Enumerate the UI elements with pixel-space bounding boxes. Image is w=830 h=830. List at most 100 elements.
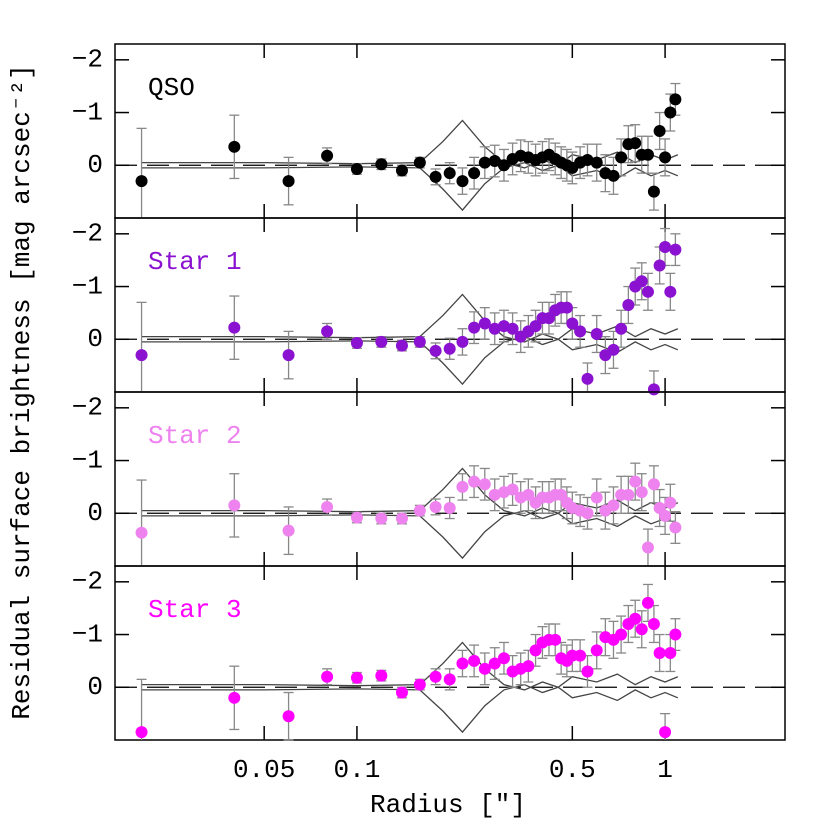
data-point <box>607 169 620 182</box>
data-point <box>669 93 682 106</box>
data-point <box>488 155 501 168</box>
data-point <box>395 686 408 699</box>
data-point <box>659 151 672 164</box>
data-point <box>653 259 666 272</box>
data-point <box>443 502 456 514</box>
data-point <box>350 511 363 524</box>
data-point <box>135 349 148 362</box>
data-point <box>468 654 481 667</box>
data-point <box>488 488 501 501</box>
y-tick-label: −2 <box>72 393 103 423</box>
data-point <box>350 336 363 349</box>
data-point <box>641 596 654 609</box>
data-point <box>635 275 648 288</box>
data-point <box>497 652 510 665</box>
data-point <box>669 521 682 534</box>
model-envelope <box>141 293 679 343</box>
data-point <box>664 647 677 659</box>
y-tick-label: 0 <box>87 150 103 180</box>
data-point <box>488 322 501 335</box>
data-point <box>429 344 442 357</box>
y-tick-label: −2 <box>72 219 103 249</box>
model-envelope <box>141 161 679 212</box>
data-point <box>581 372 594 385</box>
data-point <box>647 383 660 396</box>
data-point <box>574 325 587 338</box>
data-point <box>456 175 469 188</box>
data-point <box>135 526 148 539</box>
data-point <box>659 241 672 253</box>
data-point <box>647 618 660 630</box>
data-point <box>350 671 363 684</box>
data-point <box>615 628 628 641</box>
data-point <box>641 541 654 554</box>
model-envelope <box>141 641 679 691</box>
y-tick-label: −2 <box>72 567 103 597</box>
data-point <box>659 726 672 739</box>
data-point <box>443 342 456 355</box>
data-point <box>395 339 408 352</box>
data-point <box>468 475 481 488</box>
data-point <box>635 623 648 636</box>
data-point <box>468 167 481 180</box>
data-point <box>321 325 334 338</box>
data-point <box>429 670 442 683</box>
data-point <box>456 335 469 348</box>
data-point <box>468 321 481 334</box>
data-point <box>443 673 456 686</box>
data-point <box>647 478 660 491</box>
data-point <box>478 478 491 491</box>
data-point <box>607 343 620 356</box>
panel-frame <box>114 43 786 219</box>
x-tick-label: 0.5 <box>549 755 596 785</box>
data-point <box>429 500 442 513</box>
data-point <box>443 167 456 180</box>
data-point <box>581 507 594 520</box>
y-tick-label: −1 <box>72 445 103 475</box>
data-point <box>395 512 408 525</box>
data-point <box>228 499 241 512</box>
data-point <box>478 317 491 330</box>
data-point <box>664 285 677 298</box>
data-point <box>574 649 587 662</box>
data-point <box>488 657 501 670</box>
data-point <box>647 185 660 198</box>
data-point <box>522 660 535 673</box>
data-point <box>622 299 635 311</box>
data-point <box>375 669 388 682</box>
data-point <box>629 475 642 488</box>
data-point <box>549 633 562 646</box>
data-point <box>590 491 603 504</box>
data-point <box>664 496 677 509</box>
x-tick-label: 1 <box>657 755 673 785</box>
data-point <box>413 156 426 169</box>
data-point <box>581 154 594 166</box>
data-point <box>321 670 334 683</box>
data-point <box>456 657 469 670</box>
data-point <box>581 665 594 678</box>
data-point <box>282 175 295 188</box>
data-point <box>395 164 408 177</box>
x-axis-label: Radius [″] <box>370 790 526 820</box>
data-point <box>669 243 682 256</box>
data-point <box>664 106 677 119</box>
data-point <box>506 483 519 496</box>
data-point <box>478 662 491 675</box>
data-point <box>429 170 442 183</box>
data-point <box>590 328 603 340</box>
data-point <box>375 335 388 348</box>
y-tick-label: −1 <box>72 97 103 127</box>
panel-label: QSO <box>148 73 195 103</box>
data-point <box>321 500 334 513</box>
x-tick-label: 0.05 <box>233 755 295 785</box>
data-point <box>659 509 672 522</box>
data-point <box>456 480 469 493</box>
model-envelope <box>141 683 679 734</box>
data-point <box>622 488 635 501</box>
data-point <box>413 504 426 517</box>
data-point <box>282 524 295 537</box>
y-tick-label: 0 <box>87 672 103 702</box>
data-point <box>590 644 603 657</box>
data-point <box>135 175 148 188</box>
